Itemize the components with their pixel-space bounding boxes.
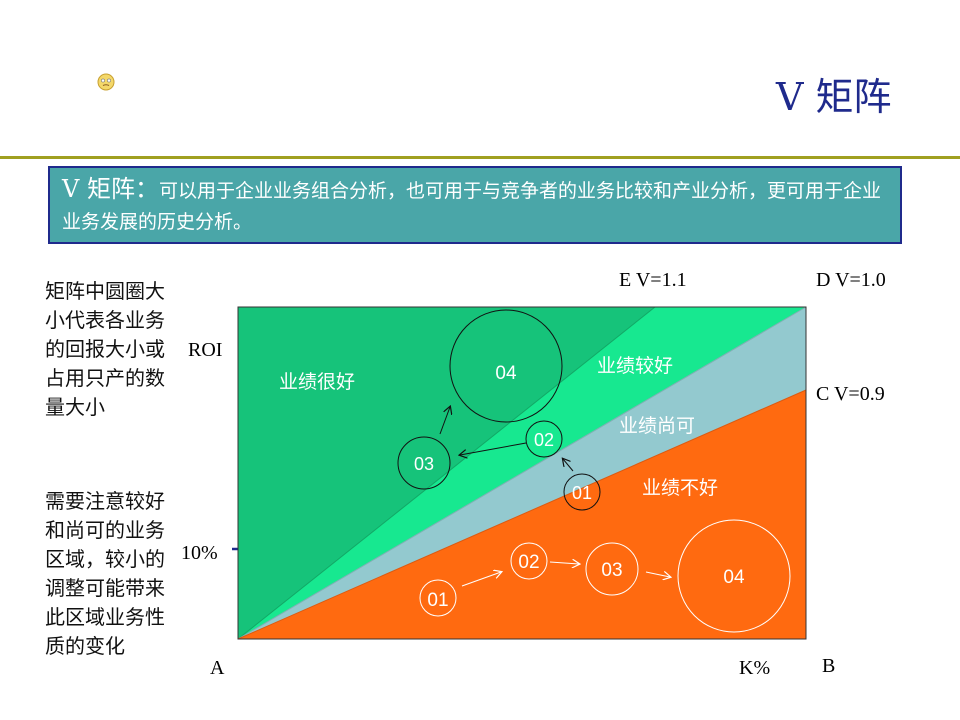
roi-axis-label: ROI [188,339,223,361]
upper-circle-01 [563,473,601,511]
zone-very-good-label: 业绩很好 [279,371,355,393]
upper-circle-02 [525,420,563,458]
upper-circle-04-label: 04 [495,363,517,384]
upper-circle-03-label: 03 [414,454,434,474]
upper-circle-02-label: 02 [534,430,554,450]
definition-box: V 矩阵：可以用于企业业务组合分析，也可用于与竞争者的业务比较和产业分析，更可用… [48,166,902,244]
note-attention: 需要注意较好和尚可的业务区域，较小的调整可能带来此区域业务性质的变化 [45,489,165,658]
zone-good-label: 业绩较好 [597,355,673,377]
point-a-label: A [210,657,225,679]
arrow-lower-03-to-04 [645,572,670,577]
lower-circle-01 [419,579,457,617]
ten-percent-label: 10% [181,542,218,564]
page-title: V 矩阵 [776,75,892,119]
lower-circle-03 [585,542,639,596]
definition-text: 可以用于企业业务组合分析，也可用于与竞争者的业务比较和产业分析，更可用于企业业务… [62,180,881,233]
k-percent-label: K% [739,657,771,679]
lower-circle-01-label: 01 [427,590,448,611]
upper-circle-04 [449,309,563,423]
line-e-label: E V=1.1 [619,269,687,291]
lower-circle-02-label: 02 [518,552,539,573]
line-d [237,306,807,640]
lower-circle-02 [510,542,548,580]
arrow-lower-01-to-02 [461,572,501,587]
arrow-01-to-02 [563,459,574,472]
lower-circle-04 [677,519,791,633]
line-c-label: C V=0.9 [816,383,885,405]
upper-circle-01-label: 01 [572,483,592,503]
upper-circle-03 [397,436,451,490]
matrix-frame [237,306,807,640]
lower-circle-03-label: 03 [601,560,622,581]
title-divider [0,156,960,159]
arrow-lower-02-to-03 [549,562,579,564]
zone-poor-label: 业绩不好 [642,477,718,499]
smiley-icon [97,73,115,91]
note-circle-size: 矩阵中圆圈大小代表各业务的回报大小或占用只产的数量大小 [45,279,165,419]
line-c [237,389,807,640]
point-b-label: B [822,655,836,677]
arrow-03-to-04 [439,407,450,435]
line-e [237,306,656,640]
line-d-label: D V=1.0 [816,269,886,291]
zone-fair-label: 业绩尚可 [619,415,695,437]
definition-heading: V 矩阵： [62,175,159,203]
lower-circle-04-label: 04 [723,567,745,588]
arrow-02-to-03 [460,442,527,455]
